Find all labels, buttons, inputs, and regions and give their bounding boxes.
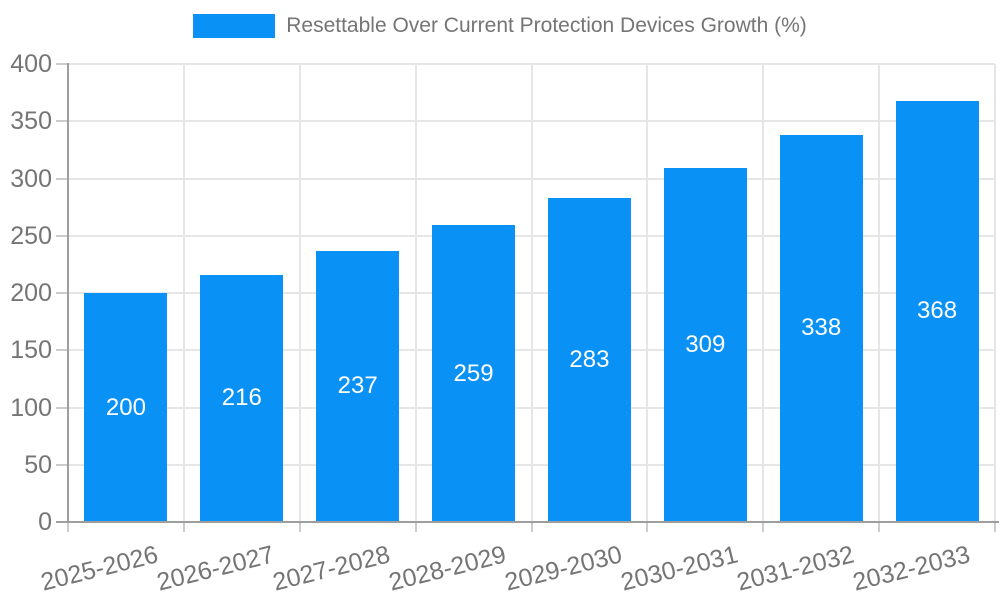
y-axis-label: 350 [10, 107, 52, 136]
x-tick [762, 522, 765, 532]
x-axis-label: 2025-2026 [38, 540, 162, 597]
bar-value-label: 309 [685, 331, 726, 359]
y-tick [56, 120, 68, 123]
bar[interactable]: 338 [779, 134, 863, 522]
bar-value-label: 368 [917, 297, 958, 325]
x-tick [298, 522, 301, 532]
x-axis-label: 2032-2033 [849, 540, 973, 597]
bar[interactable]: 200 [84, 293, 168, 522]
x-axis-label: 2030-2031 [617, 540, 741, 597]
bar-value-label: 338 [801, 314, 842, 342]
x-axis-label: 2028-2029 [386, 540, 509, 597]
x-axis-label: 2031-2032 [733, 540, 857, 597]
bar[interactable]: 237 [316, 250, 400, 522]
bar-value-label: 216 [221, 384, 262, 412]
x-gridline [530, 64, 533, 522]
x-tick [414, 522, 417, 532]
x-axis-label: 2027-2028 [270, 540, 393, 597]
x-tick [646, 522, 649, 532]
bar[interactable]: 283 [547, 197, 631, 522]
bar-value-label: 283 [569, 345, 610, 373]
x-tick [67, 522, 69, 532]
y-tick [56, 349, 68, 352]
x-axis-label: 2026-2027 [154, 540, 278, 597]
y-tick [56, 234, 68, 237]
x-gridline [994, 64, 996, 522]
x-axis-label: 2029-2030 [501, 540, 625, 597]
bar-value-label: 259 [453, 359, 494, 387]
bar-value-label: 200 [105, 393, 146, 421]
legend-swatch[interactable] [193, 14, 276, 38]
bar[interactable]: 368 [895, 100, 979, 522]
x-tick [878, 522, 881, 532]
y-axis-label: 200 [10, 279, 52, 307]
y-axis-label: 0 [38, 508, 52, 536]
x-gridline [298, 64, 301, 522]
legend-label: Resettable Over Current Protection Devic… [286, 14, 807, 37]
y-axis-label: 300 [10, 164, 52, 193]
x-gridline [414, 64, 417, 522]
y-axis-label: 150 [10, 336, 52, 365]
y-axis-label: 400 [10, 50, 52, 78]
x-tick [530, 522, 533, 532]
y-axis-label: 50 [24, 450, 52, 479]
x-gridline [182, 64, 185, 522]
x-gridline [878, 64, 881, 522]
legend[interactable]: Resettable Over Current Protection Devic… [0, 14, 1000, 38]
x-tick [182, 522, 185, 532]
y-axis-line [67, 63, 69, 523]
y-tick [56, 292, 68, 294]
bar[interactable]: 259 [432, 225, 516, 522]
bar[interactable]: 309 [663, 168, 747, 522]
x-tick [994, 522, 996, 532]
x-axis-line [56, 521, 999, 523]
bar-value-label: 237 [337, 372, 378, 400]
y-tick [56, 177, 68, 180]
y-axis-label: 100 [10, 393, 52, 422]
y-axis-label: 250 [10, 221, 52, 250]
x-gridline [762, 64, 765, 522]
y-tick [56, 406, 68, 409]
y-tick [56, 463, 68, 466]
bar[interactable]: 216 [200, 274, 284, 522]
y-tick [56, 63, 68, 65]
x-gridline [646, 64, 649, 522]
